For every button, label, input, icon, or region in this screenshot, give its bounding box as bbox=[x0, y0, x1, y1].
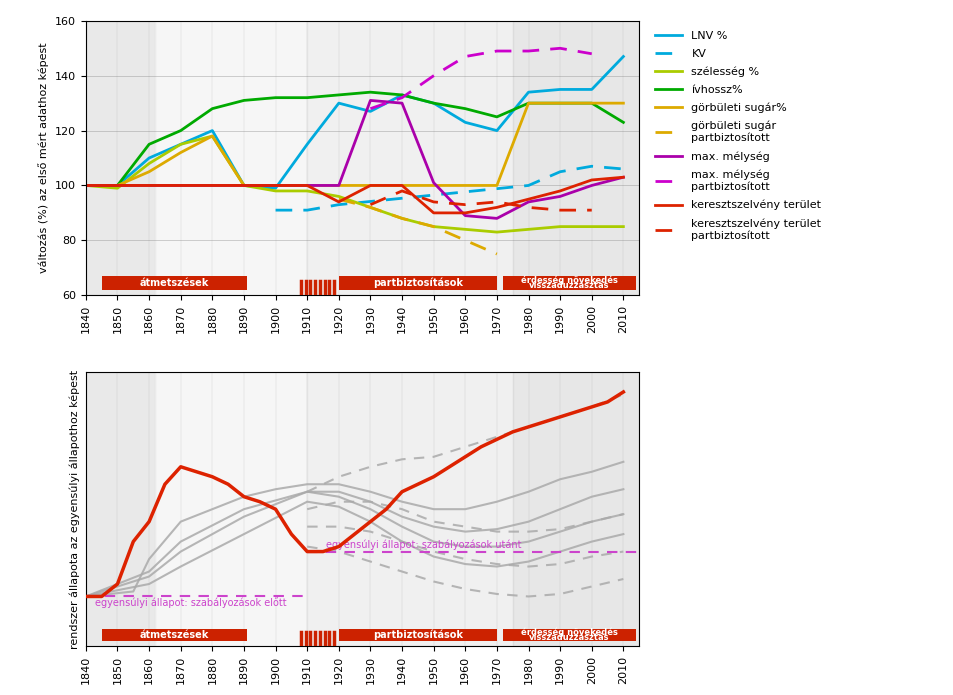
Text: egyensúlyi állapot: szabályozások előtt: egyensúlyi állapot: szabályozások előtt bbox=[95, 598, 287, 608]
Bar bbox=[338, 276, 497, 290]
Y-axis label: rendszer állapota az egyensúlyi állapothoz képest: rendszer állapota az egyensúlyi állapoth… bbox=[70, 370, 80, 648]
Legend: LNV %, KV, szélesség %, ívhossz%, görbületi sugár%, görbületi sugár
partbiztosít: LNV %, KV, szélesség %, ívhossz%, görbül… bbox=[650, 26, 825, 245]
Text: érdesség növekedés: érdesség növekedés bbox=[520, 628, 618, 637]
Bar bbox=[307, 372, 512, 646]
Bar bbox=[155, 372, 307, 646]
Bar bbox=[338, 629, 497, 641]
Text: visszaduzzasztás: visszaduzzasztás bbox=[529, 281, 609, 291]
Bar bbox=[512, 21, 639, 295]
Bar bbox=[102, 276, 247, 290]
Text: érdesség növekedés: érdesség növekedés bbox=[520, 275, 618, 284]
Bar bbox=[102, 629, 247, 641]
Bar bbox=[86, 21, 155, 295]
Text: átmetszések: átmetszések bbox=[139, 630, 209, 640]
Text: visszaduzzasztás: visszaduzzasztás bbox=[529, 633, 609, 642]
Y-axis label: változás (%) az első mért adathoz képest: változás (%) az első mért adathoz képest bbox=[38, 42, 50, 273]
Bar bbox=[307, 21, 512, 295]
Bar bbox=[502, 629, 636, 641]
Text: partbiztosítások: partbiztosítások bbox=[373, 630, 462, 640]
Bar bbox=[86, 372, 155, 646]
Text: átmetszések: átmetszések bbox=[139, 278, 209, 288]
Text: partbiztosítások: partbiztosítások bbox=[373, 277, 462, 288]
Bar bbox=[155, 21, 307, 295]
Bar bbox=[512, 372, 639, 646]
Text: egyensúlyi állapot: szabályozások utánt: egyensúlyi állapot: szabályozások utánt bbox=[326, 539, 521, 550]
Bar bbox=[502, 276, 636, 290]
